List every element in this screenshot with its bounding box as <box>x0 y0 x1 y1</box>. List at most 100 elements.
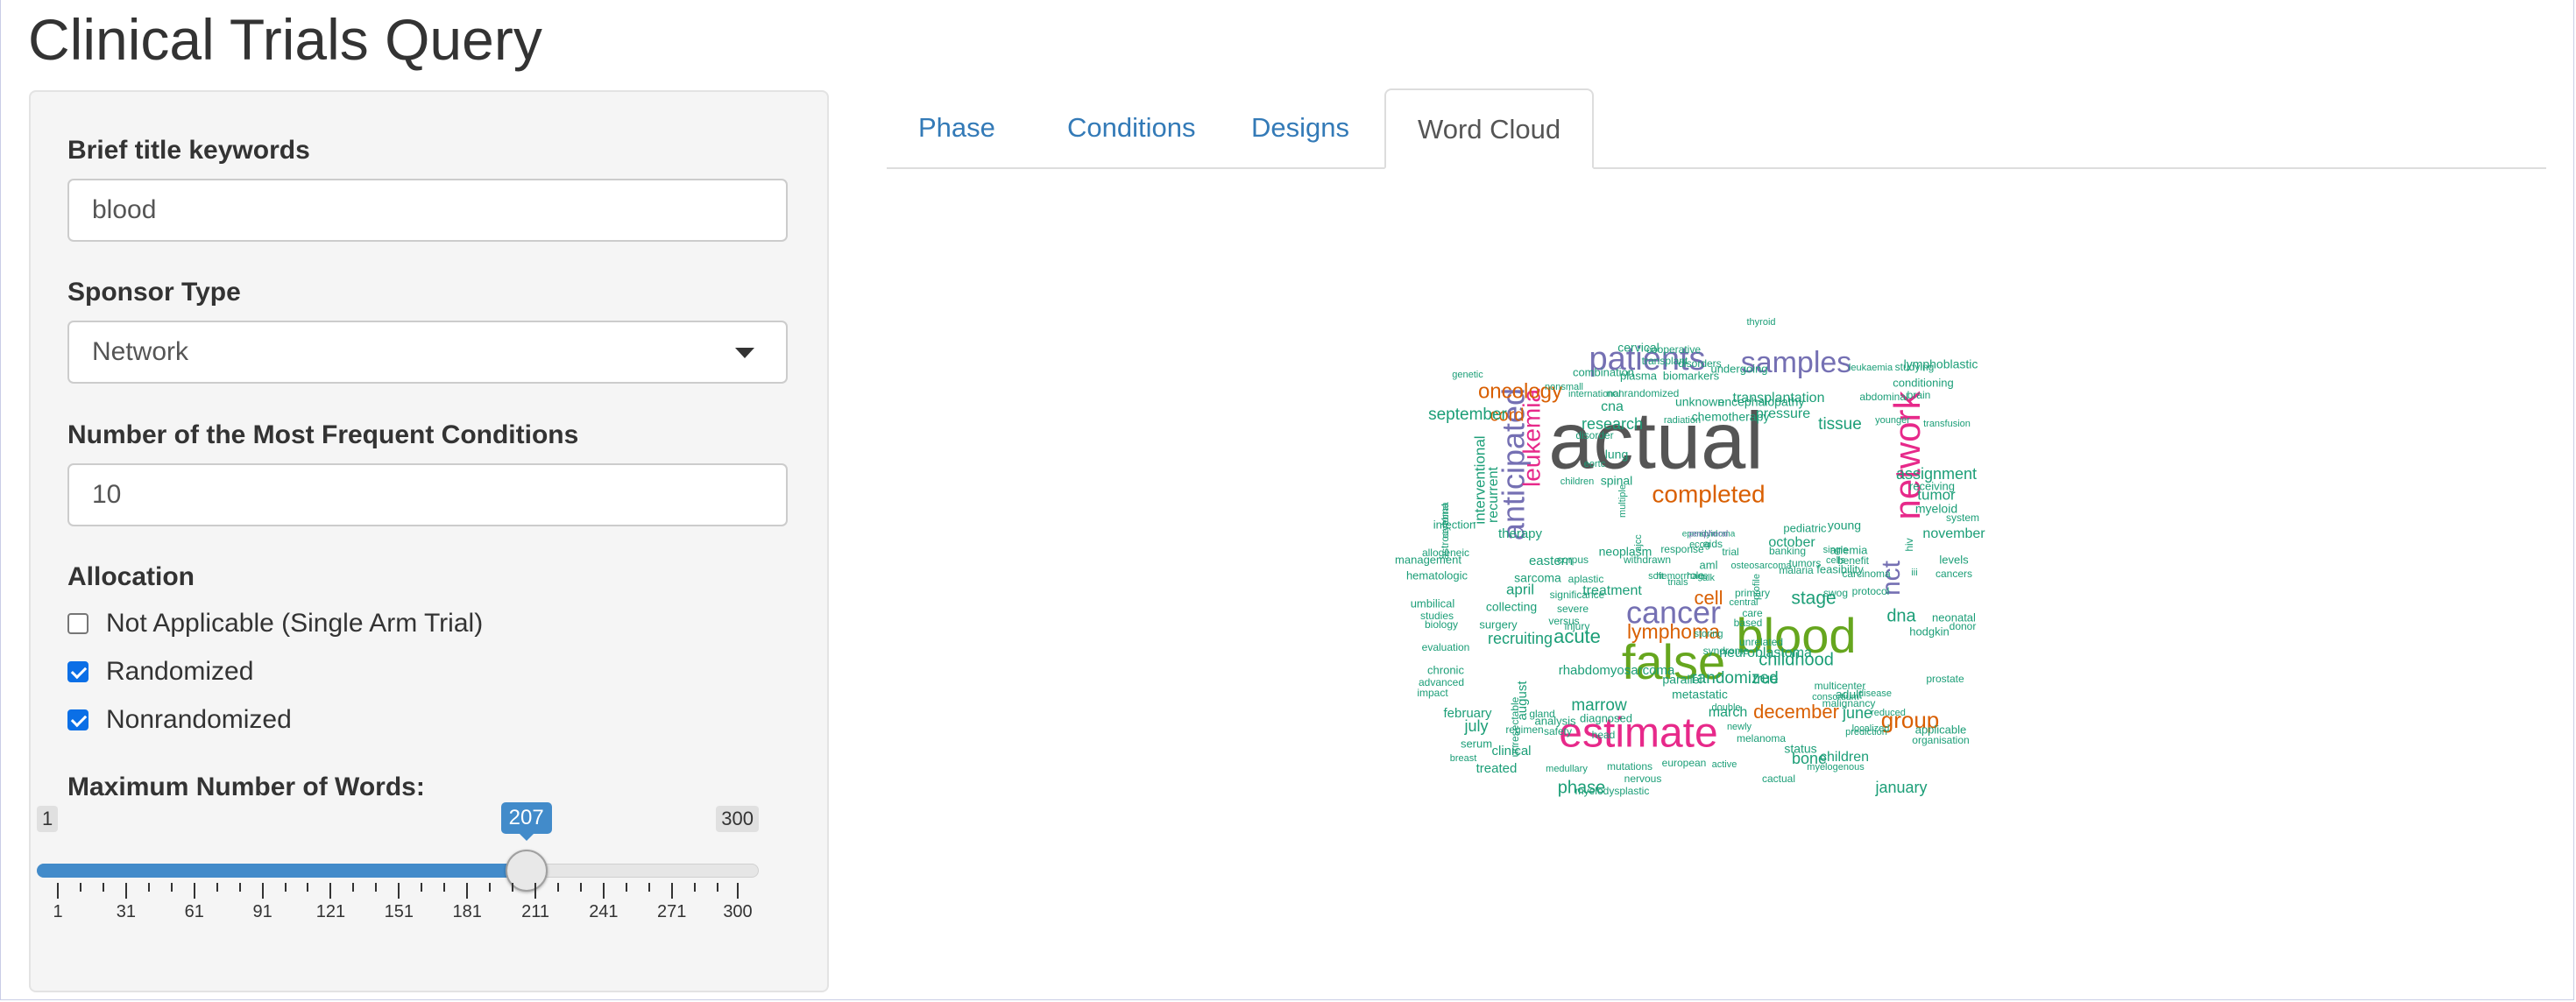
allocation-option-nonrandomized[interactable]: Nonrandomized <box>67 702 292 737</box>
word-cloud-word: status <box>1784 742 1816 756</box>
slider-major-tick <box>534 883 537 899</box>
slider-major-tick <box>329 883 332 899</box>
word-cloud-word: transfusion <box>1923 419 1971 429</box>
checkbox[interactable] <box>67 661 88 682</box>
slider-tick-label: 151 <box>384 902 414 921</box>
word-cloud-word: disorder <box>1575 429 1613 441</box>
allocation-label: Allocation <box>67 562 195 591</box>
word-cloud-word: bone <box>1792 750 1827 767</box>
slider-major-tick <box>261 883 264 899</box>
slider-tick-label: 271 <box>657 902 687 921</box>
word-cloud-word: solid <box>1700 530 1718 540</box>
word-cloud-word: withdrawn <box>1623 554 1671 566</box>
word-cloud-word: myelogenous <box>1807 762 1865 773</box>
word-cloud-word: recruiting <box>1488 630 1553 647</box>
word-cloud-word: consortium <box>1812 692 1859 702</box>
word-cloud-word: severe <box>1557 603 1589 615</box>
slider-minor-tick <box>284 883 287 892</box>
word-cloud-word: unknown <box>1675 395 1724 409</box>
word-cloud-word: ependymoma <box>1682 530 1736 540</box>
word-cloud-word: oncology <box>1478 379 1562 403</box>
word-cloud-word: hodgkin <box>1909 624 1950 638</box>
slider-minor-tick <box>556 883 559 892</box>
word-cloud-word: acute <box>1553 625 1601 647</box>
word-cloud-word: november <box>1922 526 1985 541</box>
word-cloud-word: versus <box>1548 615 1579 627</box>
word-cloud-word: multiple <box>1617 484 1628 518</box>
word-cloud-word: aml <box>1700 558 1718 571</box>
slider-minor-tick <box>79 883 81 892</box>
allocation-option-randomized[interactable]: Randomized <box>67 654 253 689</box>
word-cloud-word: anticipated <box>1496 388 1532 540</box>
slider-tick-label: 300 <box>723 902 753 921</box>
slider-minor-tick <box>579 883 582 892</box>
tab-conditions[interactable]: Conditions <box>1067 112 1196 143</box>
word-cloud: actual blood false estimate network cancer pat… <box>1393 272 2024 806</box>
word-cloud-word: patients <box>1589 341 1705 378</box>
word-cloud-word: melanoma <box>1737 732 1786 744</box>
word-cloud-word: interventional <box>1471 435 1488 524</box>
word-cloud-word: children <box>1820 750 1869 765</box>
word-cloud-word: october <box>1768 535 1815 550</box>
word-cloud-word: randomized <box>1691 669 1778 688</box>
word-cloud-word: brain <box>1907 389 1931 401</box>
word-cloud-word: april <box>1506 581 1534 597</box>
word-cloud-word: neonatal <box>1932 610 1976 624</box>
conditions-count-input[interactable]: 10 <box>67 463 788 526</box>
word-cloud-word: carcinoma <box>1842 568 1891 580</box>
word-cloud-word: astrocytoma <box>1439 502 1451 560</box>
slider-major-tick <box>670 883 673 899</box>
max-words-slider[interactable]: 1 300 207 1 31 61 91 121 151 181 211 241 271 300 <box>37 802 759 921</box>
word-cloud-word: injury <box>1565 620 1590 632</box>
slider-tick-label: 241 <box>589 902 619 921</box>
checkbox[interactable] <box>67 709 88 730</box>
word-cloud-word: benefit <box>1837 554 1870 567</box>
word-cloud-word: august <box>1515 681 1530 721</box>
slider-minor-tick <box>170 883 173 892</box>
page-title: Clinical Trials Query <box>28 7 542 72</box>
word-cloud-word: adult <box>1836 688 1862 702</box>
word-cloud-word: ajcc <box>1633 534 1644 552</box>
word-cloud-word: younger <box>1875 415 1910 426</box>
tab-phase[interactable]: Phase <box>918 112 995 143</box>
word-cloud-word: active <box>1712 759 1737 770</box>
word-cloud-word: actual <box>1548 396 1764 485</box>
word-cloud-word: malignancy <box>1822 697 1876 709</box>
word-cloud-word: evaluation <box>1422 641 1470 653</box>
word-cloud-word: rhabdomyosarcoma <box>1559 663 1675 678</box>
word-cloud-word: applicable <box>1915 723 1967 736</box>
tab-word-cloud[interactable]: Word Cloud <box>1384 88 1595 169</box>
word-cloud-word: significance <box>1550 589 1605 601</box>
allocation-option-not-applicable[interactable]: Not Applicable (Single Arm Trial) <box>67 606 483 641</box>
slider-minor-tick <box>102 883 104 892</box>
word-cloud-word: breast <box>1450 753 1477 764</box>
word-cloud-word: single <box>1823 545 1849 555</box>
word-cloud-word: eastern <box>1529 554 1573 568</box>
word-cloud-word: european <box>1662 757 1707 769</box>
word-cloud-word: chemotherapy <box>1692 410 1770 424</box>
word-cloud-word: umbilical <box>1411 596 1455 610</box>
word-cloud-word: treatment <box>1582 583 1642 598</box>
word-cloud-word: osteosarcoma <box>1730 561 1792 571</box>
word-cloud-word: head <box>1592 729 1616 741</box>
checkbox-label: Not Applicable (Single Arm Trial) <box>106 609 484 638</box>
word-cloud-word: aids <box>1703 538 1723 550</box>
slider-major-tick <box>466 883 469 899</box>
sponsor-type-select[interactable]: Network <box>67 321 788 384</box>
word-cloud-word: aplastic <box>1568 573 1604 585</box>
slider-major-tick <box>57 883 59 899</box>
slider-minor-tick <box>216 883 218 892</box>
max-words-label: Maximum Number of Words: <box>67 773 425 801</box>
slider-minor-tick <box>512 883 514 892</box>
keywords-input[interactable]: blood <box>67 179 788 242</box>
word-cloud-word: transplantation <box>1733 391 1825 406</box>
word-cloud-word: january <box>1874 779 1927 796</box>
word-cloud-word: metastatic <box>1672 688 1728 702</box>
word-cloud-word: serum <box>1461 737 1492 750</box>
word-cloud-word: care <box>1742 607 1763 619</box>
checkbox[interactable] <box>67 613 88 634</box>
slider-tick-label: 121 <box>315 902 346 921</box>
tab-designs[interactable]: Designs <box>1251 112 1349 143</box>
word-cloud-word: march <box>1709 705 1747 720</box>
